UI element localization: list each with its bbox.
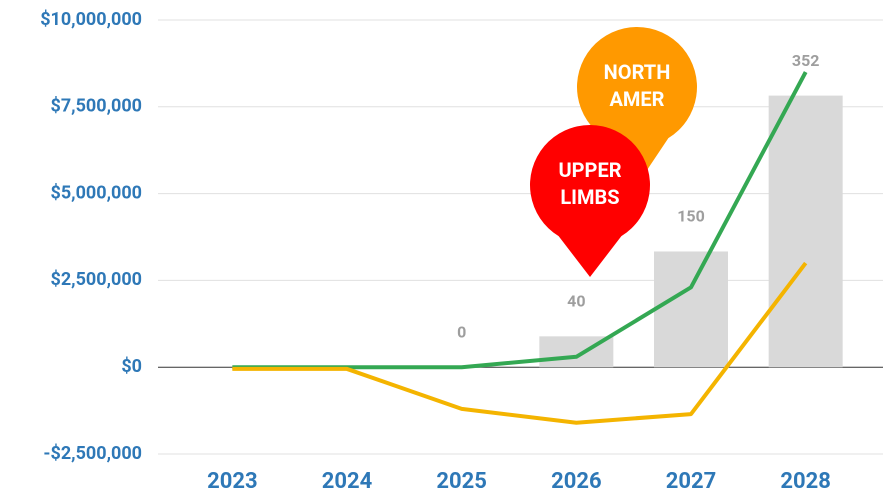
y-tick-label: $2,500,000 bbox=[51, 269, 142, 290]
pin-shape bbox=[530, 125, 651, 277]
annotation-text: UPPER bbox=[558, 158, 621, 182]
x-tick-label: 2025 bbox=[436, 469, 487, 494]
y-tick-label: $10,000,000 bbox=[40, 9, 142, 30]
bar bbox=[654, 251, 728, 368]
bar-value-label: 352 bbox=[792, 51, 820, 70]
y-tick-label: -$2,500,000 bbox=[43, 443, 142, 464]
bar-value-label: 0 bbox=[457, 322, 466, 341]
annotation-text: AMER bbox=[609, 87, 664, 111]
bar-value-label: 150 bbox=[677, 207, 705, 226]
x-tick-label: 2023 bbox=[207, 469, 258, 494]
x-tick-label: 2024 bbox=[322, 469, 373, 494]
y-tick-label: $0 bbox=[121, 356, 142, 377]
annotation-text: LIMBS bbox=[560, 185, 619, 209]
pin-shape bbox=[577, 26, 697, 185]
x-tick-label: 2027 bbox=[666, 469, 717, 494]
annotation-text: NORTH bbox=[604, 60, 671, 84]
x-tick-label: 2028 bbox=[780, 469, 831, 494]
y-tick-label: $5,000,000 bbox=[51, 182, 142, 203]
x-tick-label: 2026 bbox=[551, 469, 602, 494]
annotation-pin: NORTH AMER bbox=[577, 26, 697, 185]
line-series bbox=[232, 261, 808, 425]
y-tick-label: $7,500,000 bbox=[51, 96, 142, 117]
bar bbox=[768, 95, 843, 368]
annotation-pin: UPPER LIMBS bbox=[530, 125, 651, 277]
bar-value-label: 40 bbox=[567, 292, 585, 311]
